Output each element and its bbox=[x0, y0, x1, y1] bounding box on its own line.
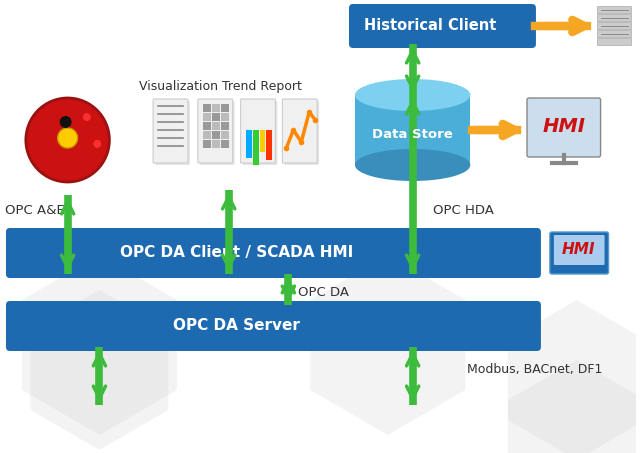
FancyBboxPatch shape bbox=[155, 101, 190, 165]
Text: Historical Client: Historical Client bbox=[364, 19, 496, 34]
Bar bbox=[266, 130, 273, 160]
FancyBboxPatch shape bbox=[282, 99, 317, 163]
Polygon shape bbox=[508, 300, 640, 453]
Bar bbox=[203, 140, 211, 148]
Circle shape bbox=[58, 128, 77, 148]
Text: OPC A&E: OPC A&E bbox=[5, 203, 65, 217]
Bar bbox=[253, 130, 259, 165]
Bar bbox=[355, 95, 470, 165]
FancyBboxPatch shape bbox=[241, 99, 275, 163]
FancyBboxPatch shape bbox=[284, 101, 319, 165]
Bar bbox=[203, 113, 211, 121]
FancyBboxPatch shape bbox=[200, 101, 235, 165]
Bar bbox=[221, 140, 228, 148]
Bar bbox=[221, 131, 228, 139]
Circle shape bbox=[26, 98, 109, 182]
Bar bbox=[596, 38, 632, 45]
FancyBboxPatch shape bbox=[6, 228, 541, 278]
Text: HMI: HMI bbox=[562, 242, 595, 257]
Polygon shape bbox=[310, 255, 465, 435]
Bar bbox=[596, 22, 632, 29]
Bar bbox=[221, 104, 228, 112]
Ellipse shape bbox=[355, 79, 470, 111]
Bar bbox=[212, 140, 220, 148]
Text: OPC DA Client / SCADA HMI: OPC DA Client / SCADA HMI bbox=[120, 246, 353, 260]
Text: OPC HDA: OPC HDA bbox=[433, 203, 493, 217]
Ellipse shape bbox=[355, 149, 470, 181]
Bar bbox=[221, 122, 228, 130]
Bar bbox=[596, 30, 632, 37]
Polygon shape bbox=[22, 255, 177, 435]
Bar bbox=[212, 131, 220, 139]
Bar bbox=[212, 122, 220, 130]
FancyBboxPatch shape bbox=[527, 98, 600, 157]
FancyBboxPatch shape bbox=[198, 99, 233, 163]
Bar bbox=[203, 131, 211, 139]
Polygon shape bbox=[508, 360, 640, 453]
Polygon shape bbox=[31, 290, 168, 450]
Bar bbox=[221, 113, 228, 121]
Circle shape bbox=[83, 113, 91, 121]
FancyBboxPatch shape bbox=[550, 232, 609, 274]
FancyBboxPatch shape bbox=[349, 4, 536, 48]
FancyBboxPatch shape bbox=[243, 101, 277, 165]
Circle shape bbox=[60, 116, 72, 128]
Text: HMI: HMI bbox=[542, 117, 586, 136]
Circle shape bbox=[93, 140, 101, 148]
Bar bbox=[596, 14, 632, 21]
Text: Visualization Trend Report: Visualization Trend Report bbox=[140, 80, 302, 93]
FancyBboxPatch shape bbox=[6, 301, 541, 351]
FancyBboxPatch shape bbox=[554, 235, 605, 265]
Text: OPC DA Server: OPC DA Server bbox=[173, 318, 300, 333]
Text: Modbus, BACnet, DF1: Modbus, BACnet, DF1 bbox=[467, 363, 603, 376]
Bar bbox=[246, 130, 252, 158]
Bar bbox=[596, 6, 632, 13]
Bar bbox=[212, 104, 220, 112]
Bar bbox=[203, 122, 211, 130]
Bar bbox=[203, 104, 211, 112]
Text: OPC DA: OPC DA bbox=[298, 286, 349, 299]
FancyBboxPatch shape bbox=[153, 99, 188, 163]
Bar bbox=[212, 113, 220, 121]
Text: Data Store: Data Store bbox=[372, 129, 453, 141]
Bar bbox=[260, 130, 266, 152]
